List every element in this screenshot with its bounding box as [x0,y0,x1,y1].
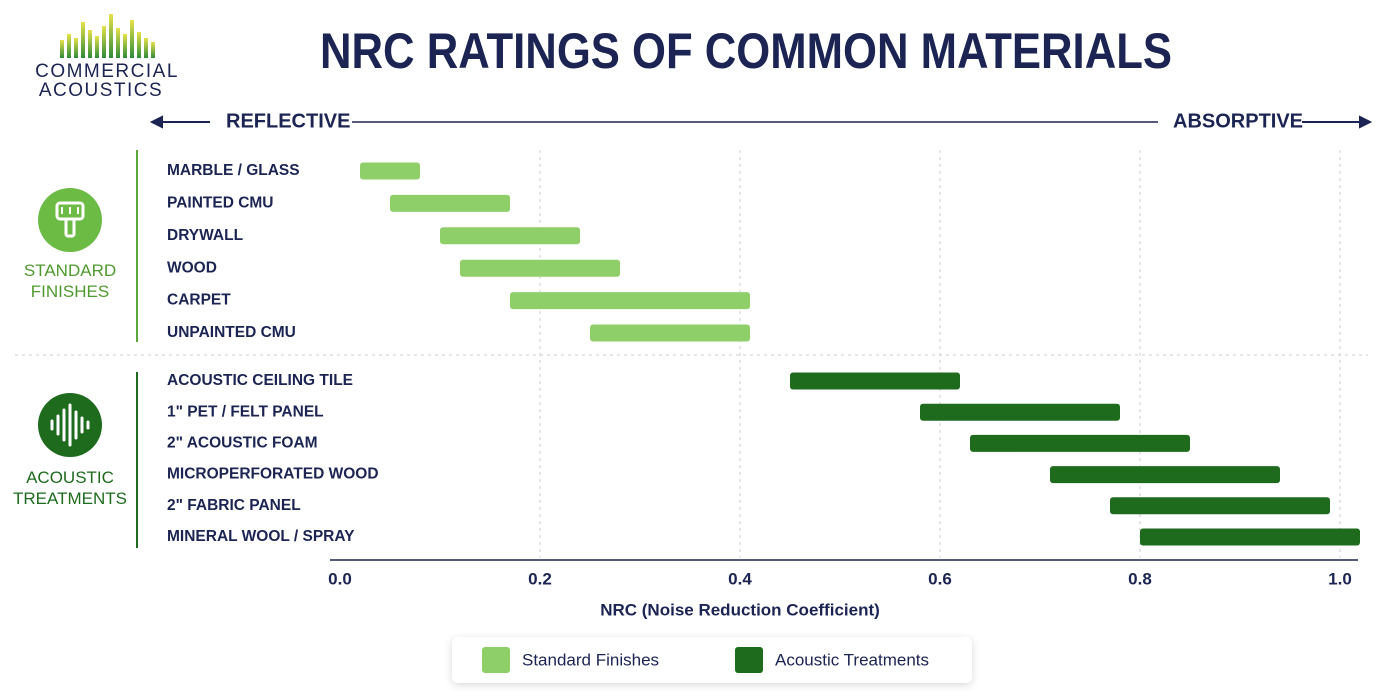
row-label: MARBLE / GLASS [167,162,300,179]
row-label: 2" ACOUSTIC FOAM [167,434,318,451]
legend-swatch [482,647,510,673]
range-bar [1050,466,1280,484]
legend [452,637,972,683]
group-label-box: ACOUSTIC TREATMENTS [13,468,127,508]
range-bar [1110,497,1330,515]
range-bar [460,259,620,277]
x-tick-label: 0.0 [328,569,352,588]
range-bar [510,292,750,310]
sound-icon [38,393,102,457]
x-tick-label: 0.2 [528,569,552,588]
x-tick-label: 0.6 [928,569,952,588]
group-label: STANDARD FINISHES [23,261,117,301]
row-label: DRYWALL [167,227,243,244]
chart-title: NRC RATINGS OF COMMON MATERIALS [320,23,1172,79]
row-label: CARPET [167,292,231,309]
range-bar [1140,528,1360,546]
scale-left-label: REFLECTIVE [226,110,350,132]
range-bar [790,372,960,390]
row-label: MINERAL WOOL / SPRAY [167,528,355,545]
row-label: 1" PET / FELT PANEL [167,403,324,420]
paint-icon [38,188,102,252]
range-bar [590,324,750,342]
row-label: PAINTED CMU [167,194,274,211]
row-label: 2" FABRIC PANEL [167,497,301,514]
range-bar [390,194,510,212]
logo-text: COMMERCIAL [35,61,179,82]
legend-label: Standard Finishes [522,650,659,669]
range-bar [920,403,1120,421]
x-tick-label: 1.0 [1328,569,1352,588]
row-label: ACOUSTIC CEILING TILE [167,372,353,389]
range-bar [440,227,580,245]
scale-arrows [149,115,1373,129]
group-label-box: STANDARD FINISHES [23,261,117,301]
x-axis-label: NRC (Noise Reduction Coefficient) [600,600,880,619]
logo-text: ACOUSTICS [39,80,163,101]
group-label: ACOUSTIC TREATMENTS [13,468,127,508]
range-bar [970,434,1190,452]
scale-right-label: ABSORPTIVE [1173,110,1303,132]
row-label: MICROPERFORATED WOOD [167,466,379,483]
logo-icon [60,14,155,58]
x-tick-label: 0.4 [728,569,752,588]
legend-swatch [735,647,763,673]
legend-label: Acoustic Treatments [775,650,929,669]
x-tick-label: 0.8 [1128,569,1152,588]
range-bar [360,162,420,180]
row-label: UNPAINTED CMU [167,324,296,341]
row-label: WOOD [167,259,217,276]
